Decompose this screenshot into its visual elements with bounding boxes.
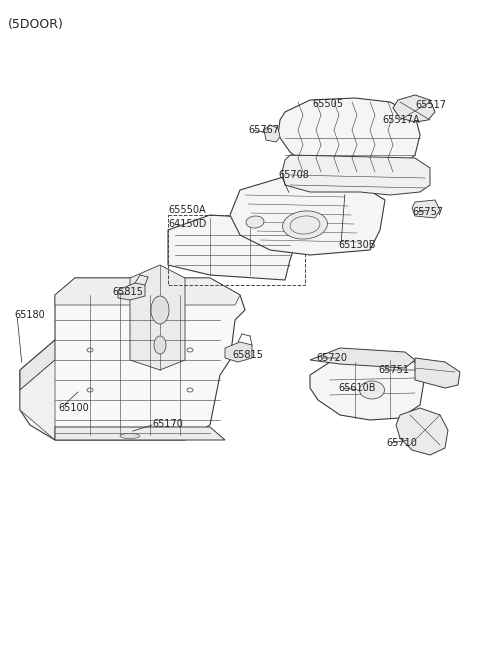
Polygon shape	[415, 358, 460, 388]
Polygon shape	[20, 340, 55, 390]
Ellipse shape	[154, 336, 166, 354]
Polygon shape	[168, 215, 300, 280]
Text: 65130B: 65130B	[338, 240, 375, 250]
Text: (5DOOR): (5DOOR)	[8, 18, 64, 31]
Polygon shape	[55, 278, 240, 305]
Polygon shape	[310, 348, 415, 368]
Ellipse shape	[283, 211, 327, 239]
Text: 65708: 65708	[278, 170, 309, 180]
Text: 65815: 65815	[112, 287, 143, 297]
Ellipse shape	[360, 381, 384, 399]
Text: 65720: 65720	[316, 353, 347, 363]
Polygon shape	[130, 265, 185, 370]
Text: 65100: 65100	[58, 403, 89, 413]
Text: 65180: 65180	[14, 310, 45, 320]
Text: 64150D: 64150D	[168, 219, 206, 229]
Polygon shape	[55, 427, 225, 440]
Text: 65517: 65517	[415, 100, 446, 110]
Text: 65550A: 65550A	[168, 205, 205, 215]
Text: 65710: 65710	[386, 438, 417, 448]
Polygon shape	[412, 200, 440, 218]
Ellipse shape	[151, 296, 169, 324]
Polygon shape	[278, 98, 420, 175]
Polygon shape	[225, 342, 252, 362]
Ellipse shape	[246, 216, 264, 228]
Text: 65815: 65815	[232, 350, 263, 360]
Ellipse shape	[120, 434, 140, 438]
Polygon shape	[393, 95, 435, 122]
Polygon shape	[396, 408, 448, 455]
Polygon shape	[282, 155, 430, 195]
Polygon shape	[230, 175, 385, 255]
Text: 65767: 65767	[248, 125, 279, 135]
Polygon shape	[264, 125, 280, 142]
Text: 65751: 65751	[378, 365, 409, 375]
Polygon shape	[20, 278, 245, 440]
Polygon shape	[20, 360, 55, 440]
Polygon shape	[118, 283, 145, 300]
Text: 65505: 65505	[312, 99, 343, 109]
Text: 65610B: 65610B	[338, 383, 375, 393]
Text: 65757: 65757	[412, 207, 443, 217]
Polygon shape	[310, 358, 425, 420]
Text: 65170: 65170	[152, 419, 183, 429]
Text: 65517A: 65517A	[382, 115, 420, 125]
